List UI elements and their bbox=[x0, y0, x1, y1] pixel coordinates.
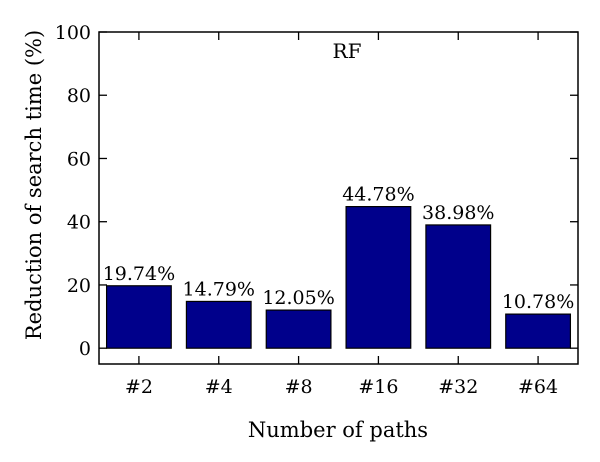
y-tick-label: 80 bbox=[67, 85, 91, 107]
chart-title: RF bbox=[333, 39, 362, 63]
data-label: 14.79% bbox=[183, 278, 255, 300]
plot-frame bbox=[98, 31, 579, 365]
data-label: 10.78% bbox=[502, 291, 574, 313]
bar-n8 bbox=[265, 309, 332, 349]
bar-n4 bbox=[185, 300, 252, 349]
data-labels-group: 19.74% 14.79% 12.05% 44.78% 38.98% 10.78% bbox=[103, 184, 575, 314]
bar-n2 bbox=[105, 285, 172, 349]
x-tick-label: #16 bbox=[358, 376, 398, 398]
y-tick-labels-group: 0 20 40 60 80 100 bbox=[55, 22, 91, 360]
x-tick-label: #32 bbox=[438, 376, 478, 398]
y-axis-title: Reduction of search time (%) bbox=[22, 30, 46, 340]
ticks-group bbox=[99, 31, 578, 364]
data-label: 44.78% bbox=[342, 184, 414, 206]
y-tick-label: 100 bbox=[55, 22, 91, 44]
y-tick-label: 0 bbox=[79, 338, 91, 360]
data-label: 12.05% bbox=[262, 287, 334, 309]
bar-n32 bbox=[425, 224, 492, 349]
x-tick-label: #64 bbox=[518, 376, 558, 398]
data-label: 38.98% bbox=[422, 202, 494, 224]
y-tick-label: 40 bbox=[67, 212, 91, 234]
x-axis-title: Number of paths bbox=[248, 418, 428, 442]
y-tick-label: 20 bbox=[67, 275, 91, 297]
x-tick-label: #8 bbox=[285, 376, 313, 398]
x-tick-label: #4 bbox=[205, 376, 233, 398]
bar-n64 bbox=[505, 313, 572, 349]
y-tick-label: 60 bbox=[67, 148, 91, 170]
x-tick-label: #2 bbox=[125, 376, 153, 398]
data-label: 19.74% bbox=[103, 263, 175, 285]
bars-group bbox=[105, 206, 572, 349]
bar-n16 bbox=[345, 206, 412, 349]
x-tick-labels-group: #2 #4 #8 #16 #32 #64 bbox=[125, 376, 558, 398]
